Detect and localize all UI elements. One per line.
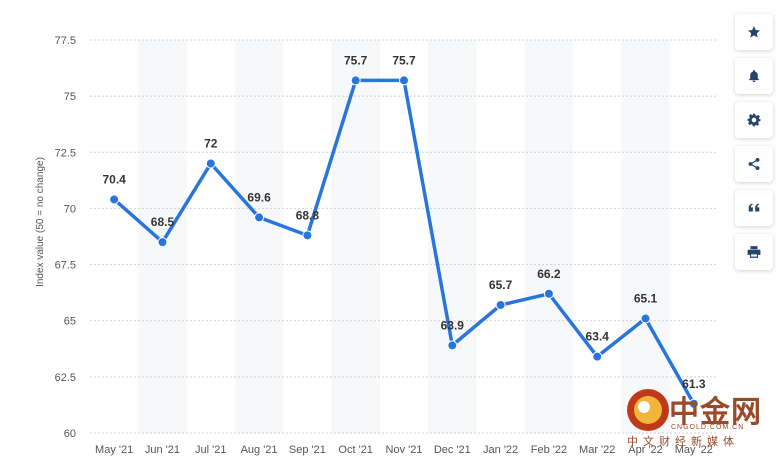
x-tick-label: Feb '22: [531, 444, 567, 456]
x-axis-ticks: May '21 Jun '21 Jul '21 Aug '21 Sep '21 Oct '…: [95, 444, 713, 456]
data-point[interactable]: [543, 288, 554, 299]
column-band: [524, 40, 574, 433]
column-band: [331, 40, 380, 433]
data-label: 69.6: [247, 190, 271, 204]
y-tick-label: 65: [64, 316, 76, 328]
watermark-url: CNGOLD.COM.CN: [671, 424, 745, 431]
data-label: 75.7: [392, 53, 416, 67]
x-tick-label: Sep '21: [289, 444, 326, 456]
data-label: 63.9: [441, 318, 465, 332]
data-point[interactable]: [592, 351, 603, 362]
data-label: 63.4: [586, 330, 610, 344]
data-label: 75.7: [344, 53, 368, 67]
y-tick-label: 70: [64, 203, 76, 215]
data-label: 65.1: [634, 291, 658, 305]
data-labels: 70.4 68.5 72 69.6 68.8 75.7 75.7 63.9 65.7 66.2 63…: [102, 53, 705, 390]
y-axis-ticks: 60 62.5 65 67.5 70 72.5 75 77.5: [55, 35, 76, 440]
x-tick-label: May '22: [675, 444, 713, 456]
data-point[interactable]: [205, 158, 216, 169]
share-icon: [748, 157, 760, 171]
watermark-text: 中金网: [669, 395, 762, 430]
x-tick-label: Jun '21: [145, 444, 180, 456]
notification-button[interactable]: [735, 58, 773, 94]
x-tick-label: May '21: [95, 444, 133, 456]
x-tick-label: Jan '22: [483, 444, 518, 456]
column-band: [428, 40, 477, 433]
y-tick-label: 77.5: [55, 35, 76, 47]
data-point[interactable]: [495, 299, 506, 310]
star-icon: [748, 26, 760, 38]
data-label: 61.3: [682, 377, 706, 391]
data-point[interactable]: [350, 75, 361, 86]
chart-toolbar: [735, 14, 773, 278]
cite-button[interactable]: [735, 190, 773, 226]
data-point[interactable]: [302, 230, 313, 241]
data-label: 68.5: [151, 215, 175, 229]
watermark-subtitle: 中文财经新媒体: [627, 436, 739, 448]
y-tick-label: 67.5: [55, 260, 76, 272]
quote-icon: [748, 203, 760, 212]
line-chart: 60 62.5 65 67.5 70 72.5 75 77.5 May '21 Jun '21 J…: [35, 35, 718, 456]
x-tick-label: Jul '21: [195, 444, 226, 456]
favorite-button[interactable]: [735, 14, 773, 50]
print-icon: [747, 246, 761, 258]
x-tick-label: Dec '21: [434, 444, 471, 456]
data-point[interactable]: [399, 75, 409, 86]
column-bands: [138, 40, 670, 433]
data-points: [109, 75, 699, 409]
column-band: [621, 40, 670, 433]
y-tick-label: 75: [64, 91, 76, 103]
x-tick-label: Nov '21: [386, 444, 423, 456]
watermark: 中金网 CNGOLD.COM.CN 中文财经新媒体: [623, 385, 773, 455]
gridlines: [90, 39, 718, 434]
data-label: 68.8: [296, 208, 320, 222]
data-point[interactable]: [109, 194, 120, 205]
bell-icon: [749, 70, 759, 83]
y-tick-label: 62.5: [55, 372, 76, 384]
data-point[interactable]: [254, 212, 265, 223]
y-tick-label: 72.5: [55, 147, 76, 159]
x-tick-label: Mar '22: [579, 444, 615, 456]
x-tick-label: Oct '21: [338, 444, 373, 456]
data-point[interactable]: [640, 313, 651, 324]
print-button[interactable]: [735, 234, 773, 270]
data-point[interactable]: [157, 237, 168, 248]
y-axis-title: Index value (50 = no change): [35, 157, 46, 287]
data-label: 72: [204, 137, 218, 151]
x-tick-label: Apr '22: [628, 444, 663, 456]
data-label: 70.4: [102, 172, 126, 186]
x-tick-label: Aug '21: [241, 444, 278, 456]
series-line: [112, 78, 696, 406]
data-label: 66.2: [537, 267, 561, 281]
watermark-logo: [627, 389, 669, 431]
column-band: [234, 40, 284, 433]
y-tick-label: 60: [64, 428, 76, 440]
gear-icon: [747, 113, 761, 127]
data-point[interactable]: [688, 398, 699, 409]
share-button[interactable]: [735, 146, 773, 182]
settings-button[interactable]: [735, 102, 773, 138]
data-point[interactable]: [447, 340, 458, 351]
data-label: 65.7: [489, 278, 513, 292]
column-band: [138, 40, 187, 433]
